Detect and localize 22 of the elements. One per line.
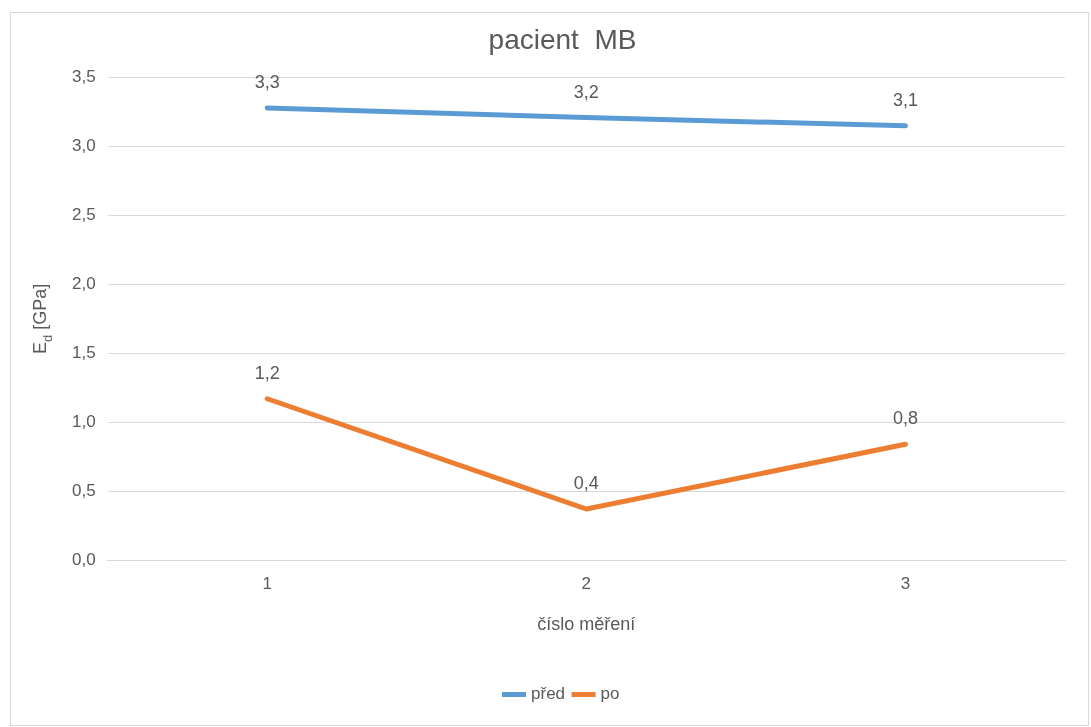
legend-label: po — [600, 684, 620, 704]
data-label: 0,8 — [892, 408, 918, 429]
data-label: 3,3 — [254, 71, 280, 92]
x-tick-label: 1 — [262, 573, 272, 593]
data-label: 0,4 — [573, 472, 599, 493]
data-label: 1,2 — [254, 362, 280, 383]
x-axis-title: číslo měření — [537, 614, 636, 635]
y-tick-label: 0,0 — [71, 549, 96, 569]
y-tick-label: 1,0 — [71, 411, 96, 431]
x-tick-label: 3 — [900, 573, 911, 593]
y-tick-label: 2,5 — [71, 205, 96, 225]
x-tick-label: 2 — [581, 573, 592, 593]
data-label: 3,2 — [573, 81, 599, 102]
legend-label: před — [531, 684, 566, 704]
y-tick-label: 1,5 — [71, 342, 96, 362]
data-label: 3,1 — [892, 89, 918, 110]
y-tick-label: 3,0 — [71, 136, 96, 156]
y-tick-label: 3,5 — [71, 67, 96, 87]
y-tick-label: 2,0 — [71, 274, 96, 294]
y-axis-title: Ed [GPa] — [30, 283, 55, 354]
y-tick-label: 0,5 — [71, 480, 96, 500]
chart-title: pacient MB — [488, 23, 637, 55]
